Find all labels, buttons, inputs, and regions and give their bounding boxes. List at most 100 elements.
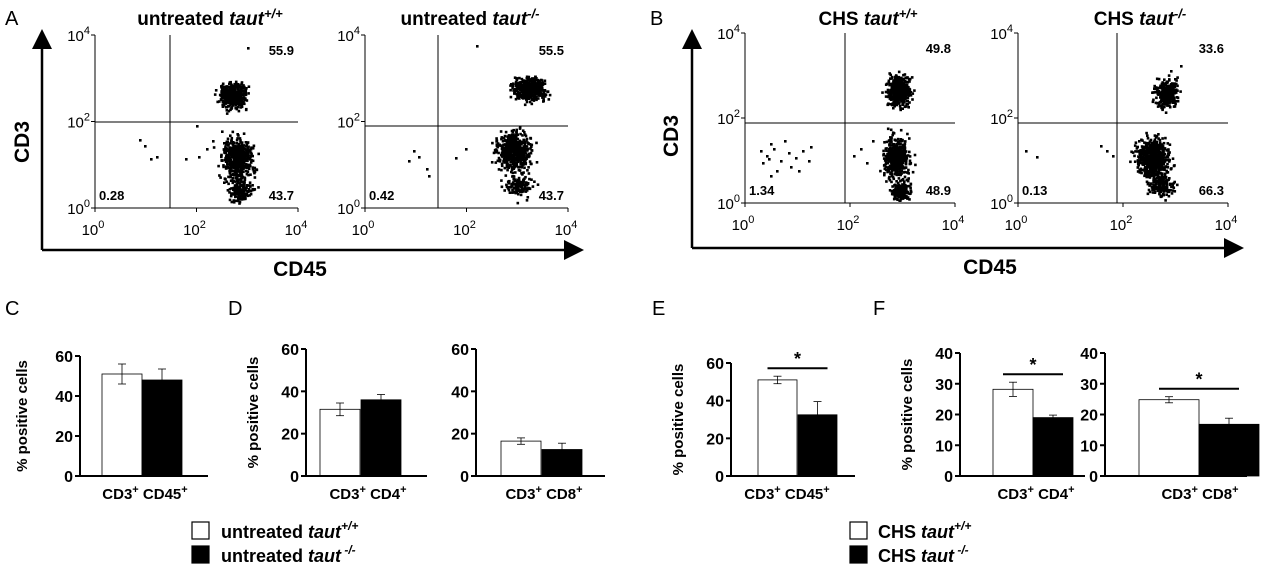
flow-event-dot xyxy=(879,169,882,173)
flow-event-dot xyxy=(235,95,239,98)
flow-event-dot xyxy=(893,138,897,142)
flow-event-dot xyxy=(249,189,253,193)
flow-event-dot xyxy=(231,164,234,167)
flow-event-dot xyxy=(895,103,899,107)
flow-event-dot xyxy=(1171,184,1174,187)
flow-event-dot xyxy=(1156,173,1160,176)
flow-event-dot xyxy=(513,161,517,164)
flow-event-dot xyxy=(523,166,526,170)
flow-event-dot xyxy=(895,154,899,157)
flow-event-dot xyxy=(1159,178,1163,182)
flow-event-dot xyxy=(1161,178,1165,181)
flow-event-dot xyxy=(243,164,247,168)
flow-event-dot xyxy=(225,154,228,158)
flow-event-dot xyxy=(237,180,240,184)
flow-event-dot xyxy=(1176,99,1180,103)
flow-event-dot xyxy=(1148,152,1151,155)
flow-event-dot xyxy=(900,100,904,103)
flow-event-dot xyxy=(233,146,236,150)
flow-event-dot xyxy=(228,169,231,173)
flow-event-dot xyxy=(1147,155,1150,158)
flow-event-dot xyxy=(228,151,232,154)
flow-event-dot xyxy=(913,153,917,157)
flow-event-dot xyxy=(906,96,909,100)
flow-event-dot xyxy=(528,143,532,146)
legend-swatch-ko xyxy=(191,545,210,564)
flow-event-dot xyxy=(228,187,232,191)
flow-event-dot xyxy=(243,89,246,93)
flow-event-dot xyxy=(1160,145,1164,149)
flow-event-dot xyxy=(511,145,514,148)
flow-event-dot xyxy=(1142,153,1146,157)
flow-event-dot xyxy=(540,83,543,86)
flow-event-dot xyxy=(240,169,244,172)
flow-event-dot xyxy=(220,84,224,88)
flow-event-dot xyxy=(907,177,910,180)
flow-event-dot xyxy=(907,87,910,90)
flow-event-dot xyxy=(1142,161,1145,164)
flow-event-dot xyxy=(1156,146,1159,149)
flow-event-dot xyxy=(522,187,526,191)
flow-event-dot xyxy=(780,160,783,163)
quadrant-value-lower-left: 0.28 xyxy=(99,188,124,203)
flow-event-dot xyxy=(894,155,897,159)
flow-event-dot xyxy=(516,93,520,96)
flow-event-dot xyxy=(1149,169,1152,173)
flow-event-dot xyxy=(515,140,519,144)
flow-event-dot xyxy=(500,151,504,155)
flow-event-dot xyxy=(1152,98,1155,102)
flow-event-dot xyxy=(902,148,906,151)
flow-group-axes-b: CD3 CD45 xyxy=(660,29,1244,279)
flow-event-dot xyxy=(1136,159,1140,162)
y-tick-label: 0 xyxy=(715,469,724,486)
flow-event-dot xyxy=(502,143,506,147)
flow-event-dot xyxy=(221,96,225,100)
flow-event-dot xyxy=(524,96,528,100)
flow-event-dot xyxy=(218,100,221,103)
flow-event-dot xyxy=(1173,190,1177,193)
flow-event-dot xyxy=(1158,146,1162,150)
legend-untreated: untreated taut+/+ untreated taut -/- xyxy=(191,519,358,566)
flow-event-dot xyxy=(884,160,888,164)
flow-event-dot xyxy=(1166,171,1170,174)
panel-letter-e: E xyxy=(652,298,665,320)
flow-event-dot xyxy=(1150,161,1153,164)
flow-event-dot xyxy=(896,140,900,143)
flow-event-dot xyxy=(1167,160,1171,163)
flow-event-dot xyxy=(231,181,235,185)
flow-event-dot xyxy=(1159,187,1162,190)
flow-event-dot xyxy=(899,92,903,96)
flow-event-dot xyxy=(509,160,512,164)
flow-event-dot xyxy=(907,172,910,175)
flow-event-dot xyxy=(1147,160,1151,163)
flow-event-dot xyxy=(895,164,898,167)
flow-event-dot xyxy=(899,107,902,110)
y-tick-label: 40 xyxy=(935,346,953,363)
flow-event-dot xyxy=(229,175,232,179)
flow-event-dot xyxy=(500,185,504,189)
bar-ko xyxy=(797,414,838,477)
flow-event-dot xyxy=(515,182,519,186)
flow-event-dot xyxy=(906,92,910,95)
y-tick-label: 40 xyxy=(281,384,299,401)
flow-event-dot xyxy=(1160,163,1163,167)
flow-event-dot xyxy=(206,148,209,151)
flow-event-dot xyxy=(910,76,914,79)
flow-event-dot xyxy=(246,141,250,144)
flow-event-dot xyxy=(237,152,241,156)
flow-event-dot xyxy=(521,140,524,144)
flow-event-dot xyxy=(1168,104,1171,107)
flow-event-dot xyxy=(234,158,237,162)
flow-event-dot xyxy=(250,146,253,149)
bar-ko xyxy=(141,379,183,477)
flow-event-dot xyxy=(1167,178,1170,182)
flow-event-dot xyxy=(905,86,908,90)
flow-event-dot xyxy=(883,167,887,170)
bar-category-label: CD3+ CD4+ xyxy=(997,484,1074,503)
flow-event-dot xyxy=(231,177,235,180)
flow-event-dot xyxy=(543,82,547,85)
flow-event-dot xyxy=(223,150,226,154)
flow-event-dot xyxy=(517,165,520,169)
flow-event-dot xyxy=(901,144,905,148)
flow-event-dot xyxy=(244,88,248,91)
